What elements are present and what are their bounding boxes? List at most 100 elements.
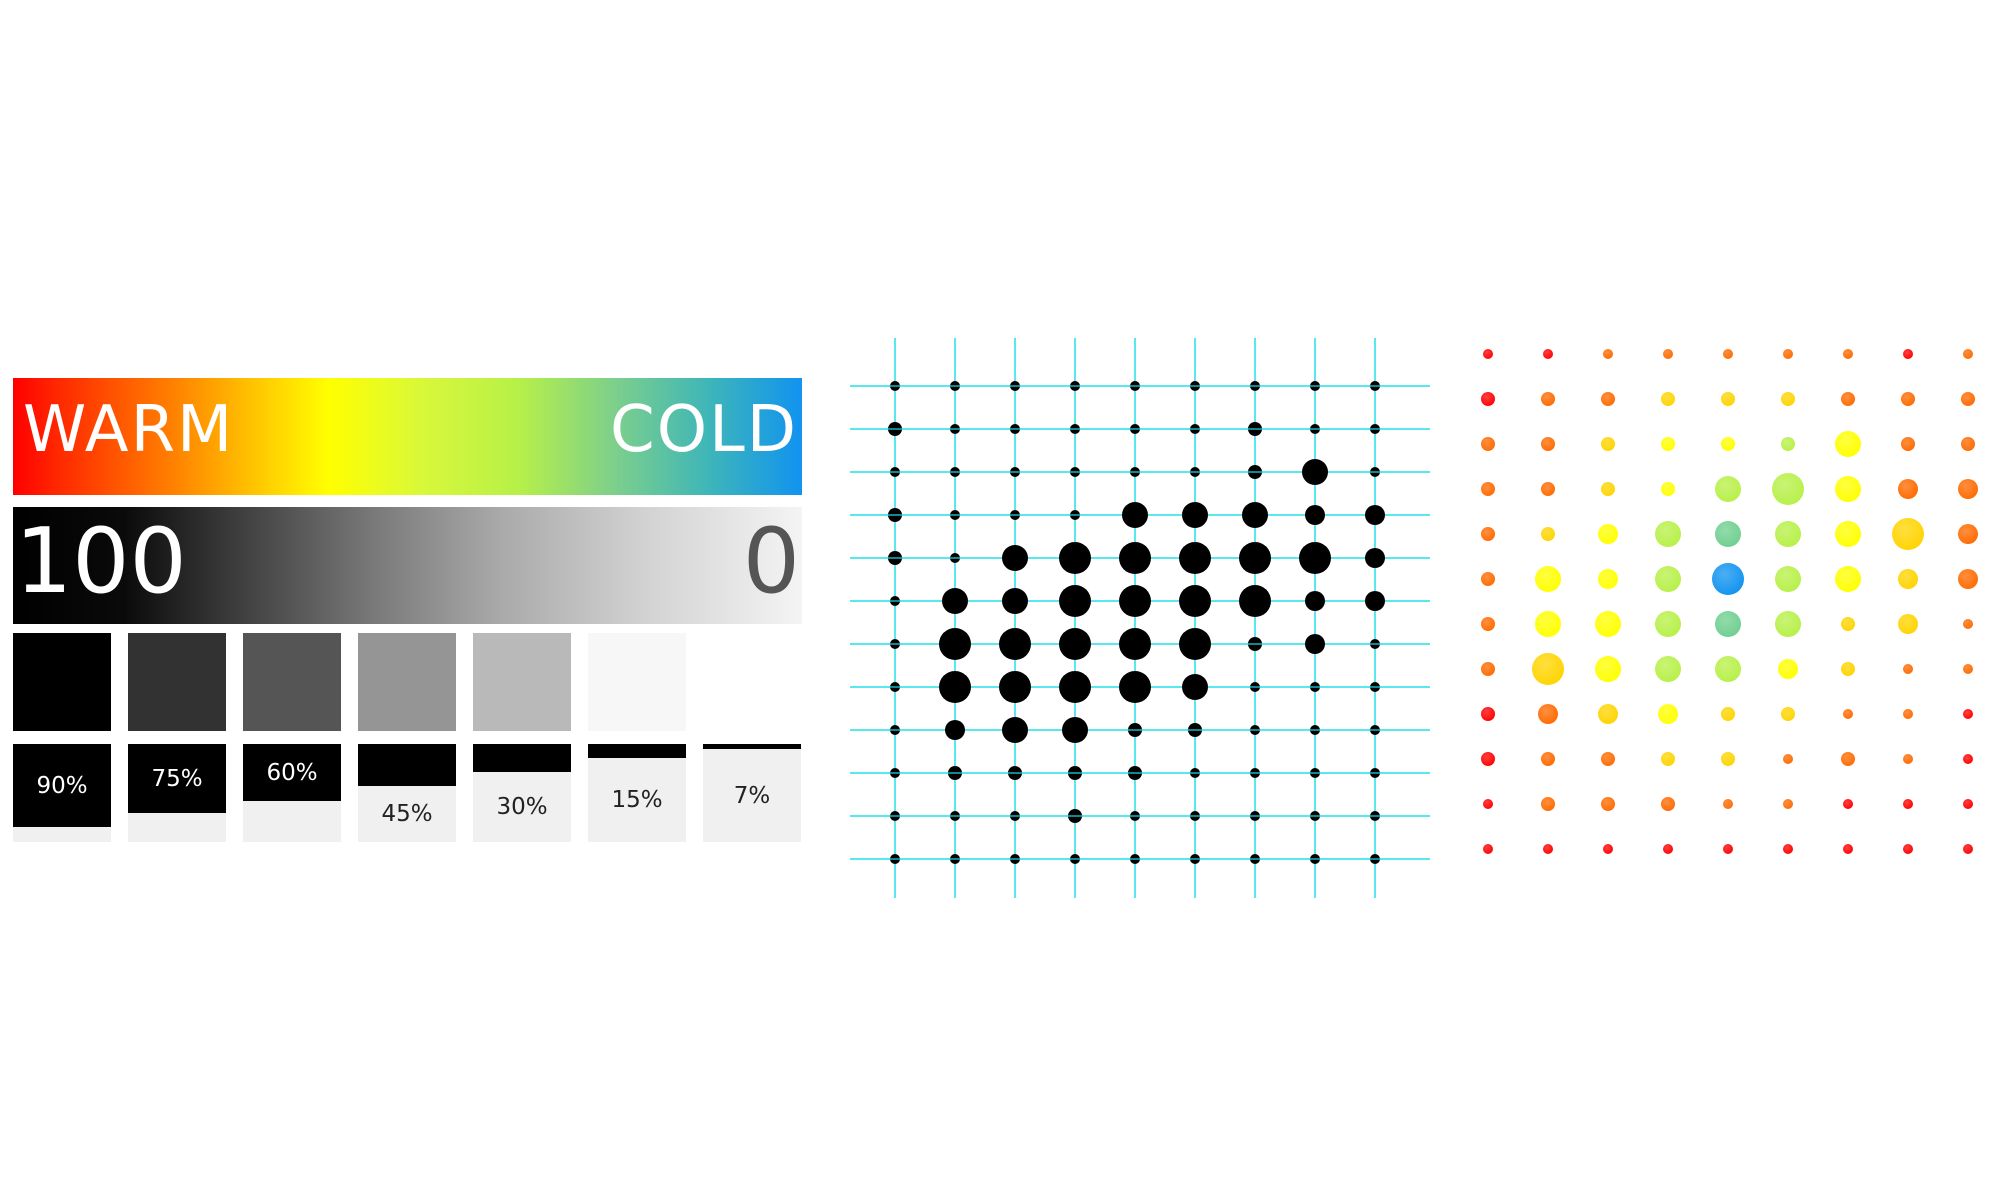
grid-dot — [1059, 542, 1091, 574]
color-dot — [1483, 799, 1493, 809]
grid-dot — [1179, 585, 1211, 617]
color-dot — [1958, 524, 1978, 544]
color-dot — [1841, 662, 1855, 676]
color-dot — [1655, 656, 1681, 682]
grid-dot — [1119, 585, 1151, 617]
fill-level-bar — [243, 744, 341, 801]
warm-label: WARM — [23, 393, 235, 467]
color-dot — [1601, 482, 1615, 496]
color-dot — [1783, 754, 1793, 764]
color-dot — [1783, 349, 1793, 359]
grid-dot — [1239, 542, 1271, 574]
gray-swatch — [243, 633, 341, 731]
fill-level-label: 90% — [36, 772, 88, 799]
gray-swatch — [13, 633, 111, 731]
color-dot — [1661, 797, 1675, 811]
color-dot — [1963, 664, 1973, 674]
color-dot — [1481, 527, 1495, 541]
color-dot — [1603, 844, 1613, 854]
color-dot — [1598, 704, 1618, 724]
color-dot — [1541, 437, 1555, 451]
color-dot — [1721, 392, 1735, 406]
color-dot — [1543, 349, 1553, 359]
fill-level-bar — [358, 744, 456, 786]
color-dot — [1532, 653, 1564, 685]
color-dot — [1721, 437, 1735, 451]
color-dot — [1541, 392, 1555, 406]
color-dot — [1835, 431, 1861, 457]
fill-level-cell: 15% — [588, 744, 686, 842]
color-dot — [1595, 656, 1621, 682]
grid-dot — [1302, 459, 1328, 485]
fill-level-bar — [128, 744, 226, 813]
fill-level-label: 15% — [611, 787, 663, 813]
color-dot — [1663, 844, 1673, 854]
color-dot — [1903, 799, 1913, 809]
color-dot — [1658, 704, 1678, 724]
fill-level-cell: 7% — [703, 744, 801, 842]
color-dot — [1715, 611, 1741, 637]
color-dot — [1663, 349, 1673, 359]
grid-dot — [1062, 717, 1088, 743]
intensity-gradient-bar: 100 0 — [13, 507, 802, 624]
color-dot — [1901, 392, 1915, 406]
fill-level-cell: 90% — [13, 744, 111, 842]
grid-dot — [1242, 502, 1268, 528]
color-dot — [1781, 437, 1795, 451]
color-dot — [1901, 437, 1915, 451]
color-dot — [1483, 844, 1493, 854]
color-dot — [1835, 521, 1861, 547]
grid-dot — [999, 671, 1031, 703]
grid-dot — [1239, 585, 1271, 617]
fill-level-cell: 45% — [358, 744, 456, 842]
color-dot — [1661, 437, 1675, 451]
color-dot — [1715, 521, 1741, 547]
color-dot — [1781, 707, 1795, 721]
color-dot — [1958, 569, 1978, 589]
fill-level-label: 7% — [733, 782, 771, 809]
grid-dot — [1119, 628, 1151, 660]
color-dot — [1541, 797, 1555, 811]
grid-dot — [1179, 628, 1211, 660]
gray-swatch — [703, 633, 801, 731]
color-dot — [1483, 349, 1493, 359]
color-dot — [1601, 752, 1615, 766]
color-dot — [1781, 392, 1795, 406]
color-dot — [1538, 704, 1558, 724]
grid-dot — [1059, 628, 1091, 660]
fill-level-bar — [13, 744, 111, 827]
color-dot — [1843, 844, 1853, 854]
fill-level-label: 75% — [151, 765, 203, 792]
grid-dot — [1119, 671, 1151, 703]
grid-dot — [1179, 542, 1211, 574]
fill-level-cell: 60% — [243, 744, 341, 842]
grid-dot — [1182, 502, 1208, 528]
grid-dot — [942, 588, 968, 614]
color-dot — [1843, 709, 1853, 719]
color-dot — [1903, 664, 1913, 674]
color-dot — [1661, 392, 1675, 406]
fill-level-bar — [703, 744, 801, 749]
cold-label: COLD — [610, 393, 798, 467]
color-dot — [1655, 566, 1681, 592]
color-dot — [1655, 521, 1681, 547]
fill-level-label: 60% — [266, 759, 318, 786]
color-dot — [1601, 392, 1615, 406]
color-dot — [1481, 437, 1495, 451]
color-dot — [1772, 473, 1804, 505]
color-dot — [1655, 611, 1681, 637]
color-dot — [1841, 392, 1855, 406]
color-dot — [1661, 752, 1675, 766]
color-dot — [1778, 659, 1798, 679]
color-dot — [1903, 349, 1913, 359]
color-dot — [1963, 844, 1973, 854]
color-dot — [1715, 656, 1741, 682]
color-dot — [1903, 844, 1913, 854]
color-dot — [1958, 479, 1978, 499]
color-dot — [1481, 482, 1495, 496]
grid-dot — [945, 720, 965, 740]
grid-dot — [999, 628, 1031, 660]
color-dot — [1963, 754, 1973, 764]
grid-dot — [1059, 585, 1091, 617]
color-dot — [1723, 844, 1733, 854]
